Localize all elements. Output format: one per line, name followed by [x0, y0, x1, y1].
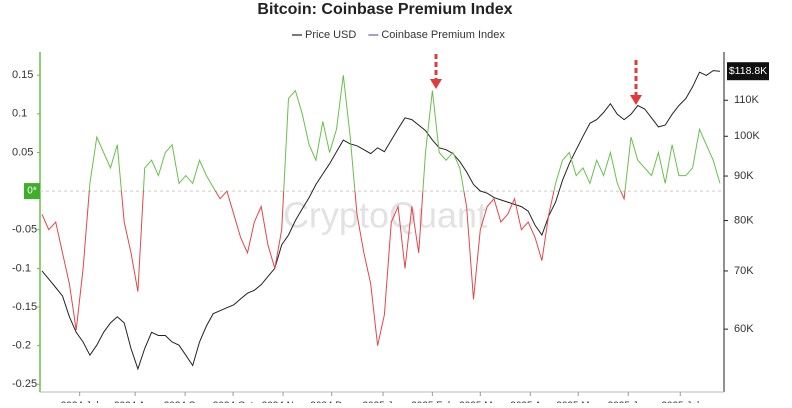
- legend-label: Coinbase Premium Index: [381, 29, 505, 41]
- y2-tick-label: 110K: [734, 94, 760, 106]
- zero-badge: [24, 183, 40, 200]
- y2-tick-label: 80K: [734, 214, 754, 226]
- y-tick-label: 0.05: [12, 146, 33, 158]
- arrows: [430, 54, 642, 105]
- watermark: CryptoQuant: [283, 195, 487, 236]
- chart-title: Bitcoin: Coinbase Premium Index: [257, 1, 512, 18]
- y-tick-label: -0.05: [12, 224, 37, 236]
- price-badge: [727, 62, 769, 81]
- y-tick-label: 0.15: [12, 69, 33, 81]
- legend-label: Price USD: [305, 29, 356, 41]
- series-line: [41, 70, 721, 371]
- y2-tick-label: 90K: [734, 170, 754, 182]
- arrow-head: [630, 95, 642, 105]
- y2-tick-label: 70K: [734, 265, 754, 277]
- arrow-head: [430, 79, 442, 89]
- y-tick-label: -0.2: [12, 340, 31, 352]
- y-tick-label: 0.1: [12, 108, 27, 120]
- y-tick-label: -0.15: [12, 301, 37, 313]
- series-line: [41, 75, 721, 346]
- y-tick-label: -0.1: [12, 262, 31, 274]
- y-tick-label: -0.25: [12, 378, 37, 390]
- y2-tick-label: 60K: [734, 323, 754, 335]
- y-tick-label: 0*: [27, 186, 37, 197]
- y2-tick-label: 100K: [734, 130, 760, 142]
- price-badge-label: $118.8K: [729, 65, 767, 77]
